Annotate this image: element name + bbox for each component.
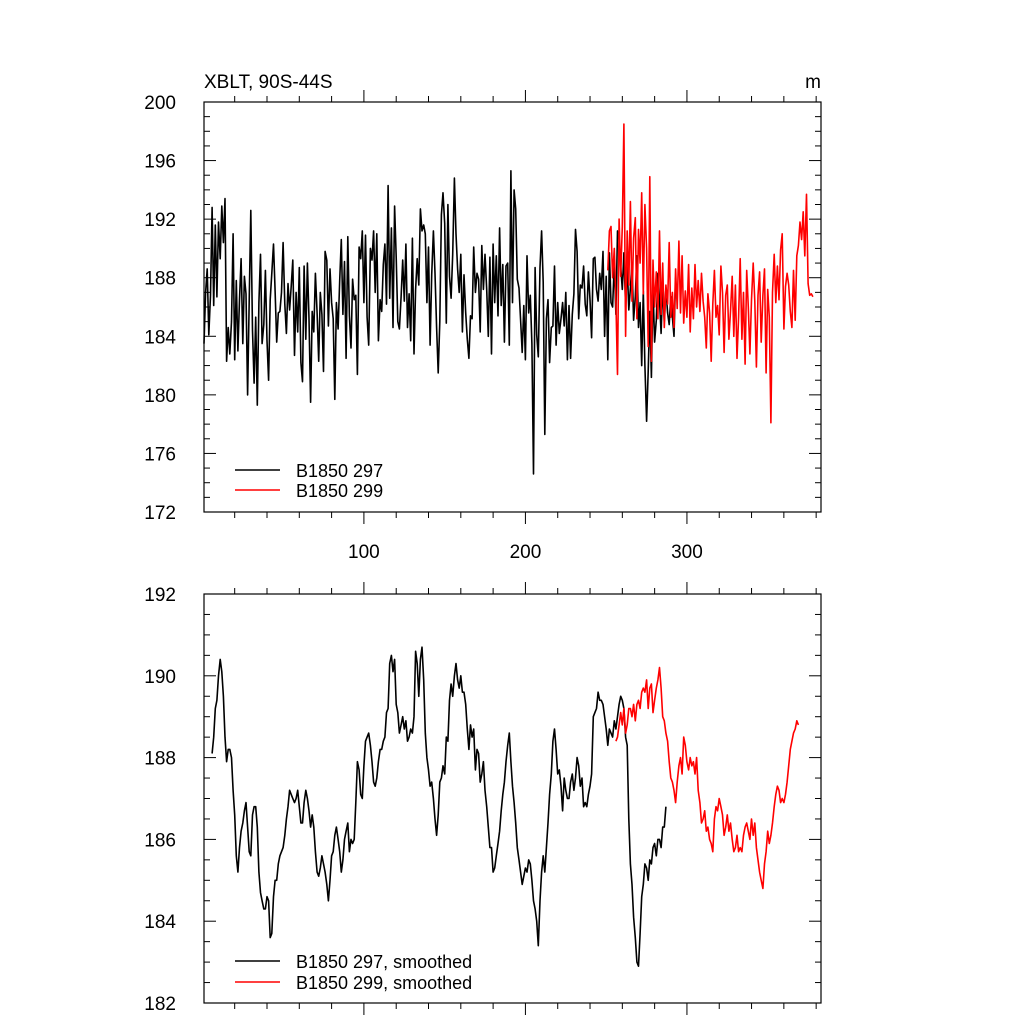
series-line-b1850-297 [203, 170, 677, 475]
y-tick-label: 182 [144, 994, 176, 1015]
y-tick-label: 188 [144, 269, 176, 290]
axes: 182 184 186 188 190 192 [144, 582, 822, 1015]
y-tick-label: 200 [144, 93, 176, 114]
y-tick-label: 172 [144, 503, 176, 524]
y-tick-label: 196 [144, 152, 176, 173]
x-tick-label: 100 [348, 542, 380, 563]
y-tick-label: 188 [144, 749, 176, 770]
series-line-b1850-299 [607, 123, 814, 424]
top-legend: B1850 297 B1850 299 [235, 461, 383, 501]
y-tick-label: 180 [144, 386, 176, 407]
y-tick-label: 186 [144, 830, 176, 851]
x-tick-label: 200 [510, 542, 542, 563]
units-label: m [805, 72, 821, 93]
y-tick-label: 190 [144, 667, 176, 688]
top-panel: 172 176 180 184 188 192 196 200 100 200 300 XBLT, … [144, 72, 822, 563]
legend-label-297-smoothed: B1850 297, smoothed [296, 952, 472, 972]
legend-label-299-smoothed: B1850 299, smoothed [296, 973, 472, 993]
bottom-panel: 182 184 186 188 190 192 B1850 297, smoothed B… [144, 582, 822, 1015]
chart-title: XBLT, 90S-44S [204, 72, 333, 93]
y-tick-label: 184 [144, 327, 176, 348]
axes: 172 176 180 184 188 192 196 200 100 200 300 [144, 90, 822, 563]
y-tick-label: 184 [144, 912, 176, 933]
x-tick-label: 300 [671, 542, 703, 563]
series-line-b1850-297 [211, 646, 667, 968]
series-lines [211, 646, 800, 968]
series-line-b1850-299 [615, 666, 800, 890]
bottom-legend: B1850 297, smoothed B1850 299, smoothed [235, 952, 472, 993]
y-tick-label: 192 [144, 585, 176, 606]
legend-label-297: B1850 297 [296, 461, 383, 481]
y-tick-label: 176 [144, 444, 176, 465]
y-tick-label: 192 [144, 210, 176, 231]
series-lines [203, 123, 814, 475]
legend-label-299: B1850 299 [296, 481, 383, 501]
